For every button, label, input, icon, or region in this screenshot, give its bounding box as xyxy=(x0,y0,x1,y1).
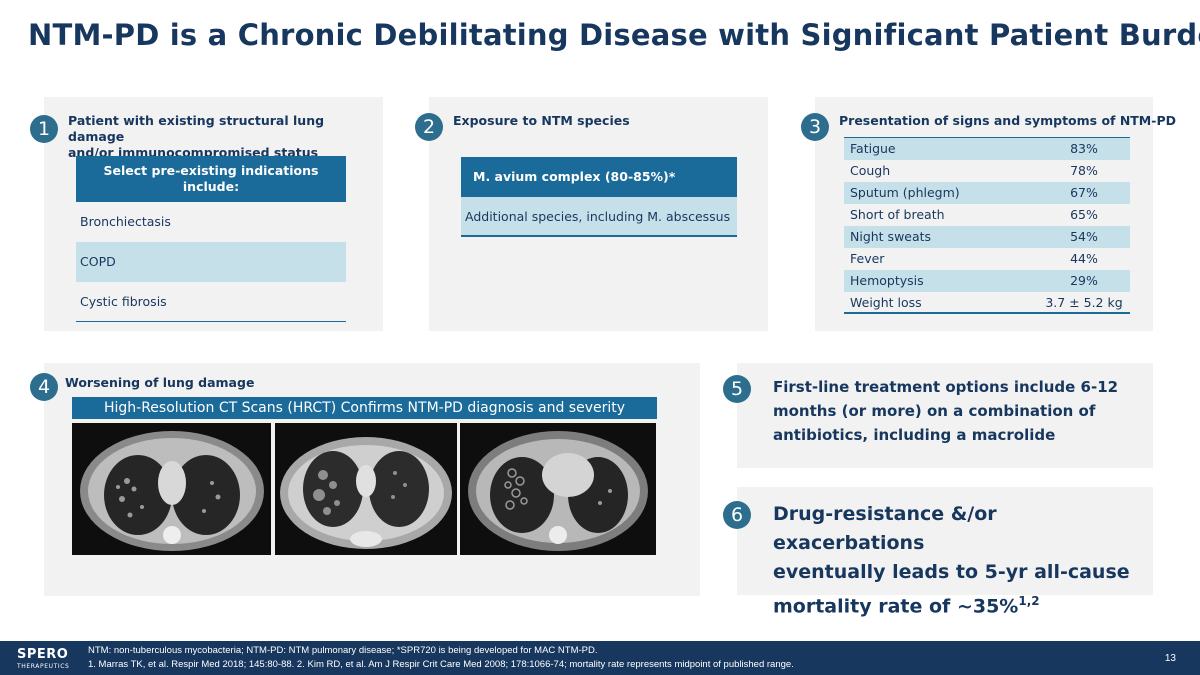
symptoms-table: Fatigue 83% Cough 78% Sputum (phlegm) 67% S… xyxy=(844,137,1130,314)
symptom-name: Night sweats xyxy=(850,229,932,244)
panel-mortality: 6 Drug-resistance &/or exacerbations eve… xyxy=(723,487,1153,617)
panel-1-title: Patient with existing structural lung da… xyxy=(68,113,325,160)
symptom-name: Short of breath xyxy=(850,207,945,222)
panel-structural-damage: 1 Patient with existing structural lung … xyxy=(30,97,383,331)
step-number-6: 6 xyxy=(723,501,751,529)
step-number-2: 2 xyxy=(415,113,443,141)
ct-scan-graphic xyxy=(460,423,656,555)
symptom-name: Weight loss xyxy=(850,295,922,310)
species-header: M. avium complex (80-85%)* xyxy=(461,157,737,197)
mortality-text: Drug-resistance &/or exacerbations event… xyxy=(773,503,1130,618)
symptom-value: 78% xyxy=(1070,163,1098,178)
indication-item: COPD xyxy=(76,242,346,282)
ct-scan-image-3 xyxy=(460,423,656,555)
symptom-name: Fatigue xyxy=(850,141,896,156)
species-row: Additional species, including M. abscess… xyxy=(461,197,737,237)
symptom-value: 54% xyxy=(1070,229,1098,244)
table-row: Sputum (phlegm) 67% xyxy=(844,182,1130,204)
indication-item: Bronchiectasis xyxy=(80,214,171,229)
step-number-5: 5 xyxy=(723,375,751,403)
hrct-banner: High-Resolution CT Scans (HRCT) Confirms… xyxy=(72,397,657,419)
indications-header: Select pre-existing indications include: xyxy=(76,156,346,202)
panel-treatment: 5 First-line treatment options include 6… xyxy=(723,363,1153,468)
panel-2-title: Exposure to NTM species xyxy=(453,113,630,128)
table-row: Weight loss 3.7 ± 5.2 kg xyxy=(844,292,1130,314)
table-row: Cough 78% xyxy=(844,160,1130,182)
symptom-value: 67% xyxy=(1070,185,1098,200)
table-row: Night sweats 54% xyxy=(844,226,1130,248)
step-number-3: 3 xyxy=(801,113,829,141)
panel-symptoms: 3 Presentation of signs and symptoms of … xyxy=(801,97,1176,331)
panel-3-title: Presentation of signs and symptoms of NT… xyxy=(839,113,1176,128)
table-row: Fever 44% xyxy=(844,248,1130,270)
footer-bar: SPERO THERAPEUTICS NTM: non-tuberculous … xyxy=(0,641,1200,675)
symptom-value: 29% xyxy=(1070,273,1098,288)
ct-scan-graphic xyxy=(72,423,271,555)
symptom-value: 65% xyxy=(1070,207,1098,222)
indication-item: Cystic fibrosis xyxy=(76,282,346,322)
symptom-value: 83% xyxy=(1070,141,1098,156)
citation-superscript: 1,2 xyxy=(1018,594,1040,608)
symptom-name: Hemoptysis xyxy=(850,273,924,288)
step-number-1: 1 xyxy=(30,115,58,143)
symptom-name: Cough xyxy=(850,163,891,178)
page-number: 13 xyxy=(1164,653,1176,664)
step-number-4: 4 xyxy=(30,373,58,401)
panel-ntm-exposure: 2 Exposure to NTM species M. avium compl… xyxy=(415,97,768,331)
treatment-text: First-line treatment options include 6-1… xyxy=(773,378,1119,444)
ct-scan-graphic xyxy=(275,423,457,555)
ct-scan-image-2 xyxy=(275,423,457,555)
panel-4-title: Worsening of lung damage xyxy=(65,375,255,390)
panel-lung-damage: 4 Worsening of lung damage High-Resoluti… xyxy=(30,363,700,596)
symptom-value: 44% xyxy=(1070,251,1098,266)
table-row: Short of breath 65% xyxy=(844,204,1130,226)
symptom-name: Sputum (phlegm) xyxy=(850,185,960,200)
table-row: Hemoptysis 29% xyxy=(844,270,1130,292)
symptom-value: 3.7 ± 5.2 kg xyxy=(1045,295,1123,310)
footnote-definitions: NTM: non-tuberculous mycobacteria; NTM-P… xyxy=(88,645,598,656)
ct-scan-image-1 xyxy=(72,423,271,555)
slide-title: NTM-PD is a Chronic Debilitating Disease… xyxy=(28,18,1200,52)
table-row: Fatigue 83% xyxy=(844,138,1130,160)
footnote-references: 1. Marras TK, et al. Respir Med 2018; 14… xyxy=(88,659,794,670)
company-logo: SPERO xyxy=(17,647,69,662)
company-logo-subtitle: THERAPEUTICS xyxy=(17,663,70,670)
symptom-name: Fever xyxy=(850,251,885,266)
